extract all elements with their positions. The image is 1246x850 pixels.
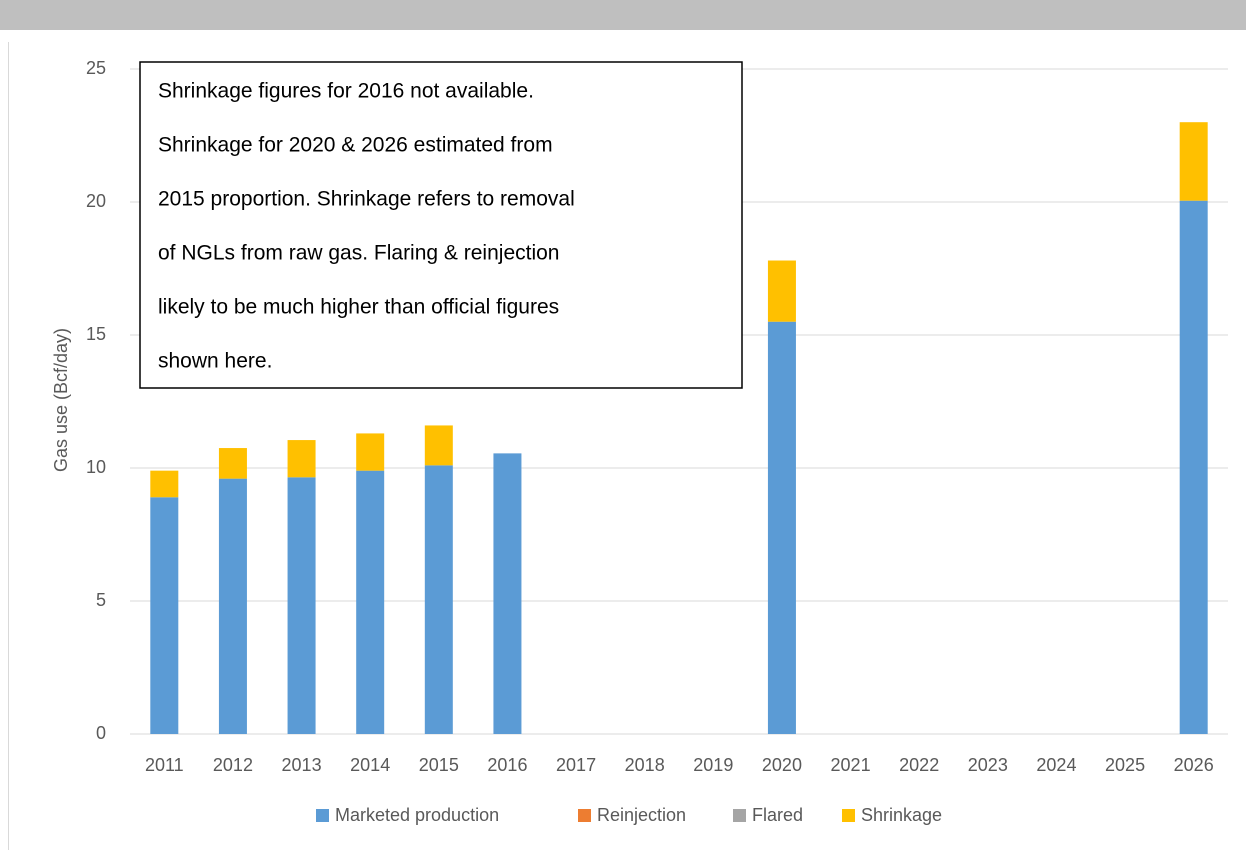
x-tick-label: 2018 bbox=[625, 755, 665, 775]
legend-label: Shrinkage bbox=[861, 805, 942, 825]
x-tick-label: 2017 bbox=[556, 755, 596, 775]
x-tick-label: 2019 bbox=[693, 755, 733, 775]
legend-swatch bbox=[316, 809, 329, 822]
bar-segment bbox=[1179, 200, 1208, 735]
top-bar bbox=[0, 0, 1246, 30]
x-tick-label: 2013 bbox=[282, 755, 322, 775]
bar-segment bbox=[767, 260, 796, 322]
x-tick-label: 2011 bbox=[145, 755, 184, 775]
bar-segment bbox=[287, 440, 316, 478]
y-tick-label: 5 bbox=[96, 590, 106, 610]
legend-label: Flared bbox=[752, 805, 803, 825]
annotation-line: of NGLs from raw gas. Flaring & reinject… bbox=[158, 242, 559, 265]
y-tick-label: 20 bbox=[86, 191, 106, 211]
y-axis-label: Gas use (Bcf/day) bbox=[51, 328, 71, 472]
bar-segment bbox=[150, 470, 179, 498]
y-tick-label: 15 bbox=[86, 324, 106, 344]
y-tick-label: 0 bbox=[96, 723, 106, 743]
x-tick-label: 2021 bbox=[831, 755, 871, 775]
annotation-line: Shrinkage for 2020 & 2026 estimated from bbox=[158, 134, 553, 157]
legend-swatch bbox=[578, 809, 591, 822]
x-tick-label: 2014 bbox=[350, 755, 390, 775]
annotation-line: likely to be much higher than official f… bbox=[158, 296, 559, 319]
bar-segment bbox=[767, 321, 796, 734]
bar-segment bbox=[218, 478, 247, 734]
legend-swatch bbox=[733, 809, 746, 822]
x-tick-label: 2015 bbox=[419, 755, 459, 775]
legend-swatch bbox=[842, 809, 855, 822]
bar-segment bbox=[287, 477, 316, 734]
bar-segment bbox=[356, 433, 385, 471]
x-tick-label: 2025 bbox=[1105, 755, 1145, 775]
x-tick-label: 2016 bbox=[487, 755, 527, 775]
x-tick-label: 2022 bbox=[899, 755, 939, 775]
x-tick-label: 2012 bbox=[213, 755, 253, 775]
x-tick-label: 2024 bbox=[1036, 755, 1076, 775]
legend-label: Marketed production bbox=[335, 805, 499, 825]
bar-segment bbox=[424, 465, 453, 734]
bar-segment bbox=[1179, 122, 1208, 201]
annotation-line: shown here. bbox=[158, 350, 272, 373]
annotation-box bbox=[139, 61, 743, 389]
annotation-line: Shrinkage figures for 2016 not available… bbox=[158, 80, 534, 103]
y-tick-label: 10 bbox=[86, 457, 106, 477]
bar-segment bbox=[424, 425, 453, 466]
bar-segment bbox=[356, 470, 385, 734]
bar-segment bbox=[218, 448, 247, 479]
annotation-line: 2015 proportion. Shrinkage refers to rem… bbox=[158, 188, 575, 211]
legend-label: Reinjection bbox=[597, 805, 686, 825]
bar-segment bbox=[493, 453, 522, 734]
bar-segment bbox=[150, 497, 179, 734]
x-tick-label: 2026 bbox=[1174, 755, 1214, 775]
y-tick-label: 25 bbox=[86, 58, 106, 78]
x-tick-label: 2023 bbox=[968, 755, 1008, 775]
x-tick-label: 2020 bbox=[762, 755, 802, 775]
